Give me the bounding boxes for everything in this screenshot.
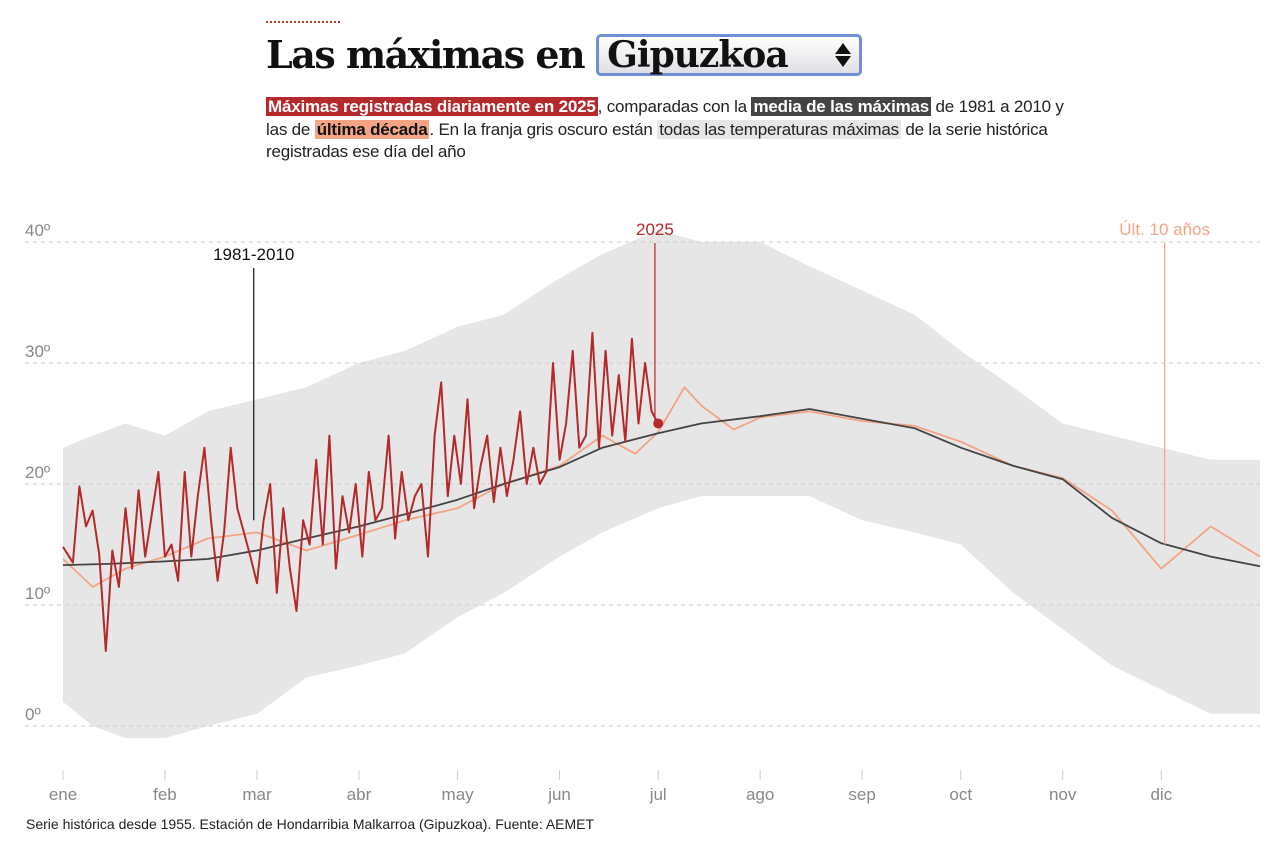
x-tick-label: mar bbox=[242, 785, 272, 804]
x-tick-label: sep bbox=[848, 785, 875, 804]
annotation-label: Últ. 10 años bbox=[1119, 220, 1210, 239]
y-tick-label: 10º bbox=[25, 584, 50, 603]
legend-band-highlight: todas las temperaturas máximas bbox=[657, 119, 901, 139]
y-tick-label: 20º bbox=[25, 463, 50, 482]
page-title: Las máximas en bbox=[266, 32, 586, 77]
decorative-rule bbox=[266, 21, 340, 26]
x-tick-label: may bbox=[442, 785, 475, 804]
description-text: , comparadas con la bbox=[597, 97, 752, 116]
province-select-value: Gipuzkoa bbox=[607, 33, 788, 76]
series-line-current_year bbox=[62, 331, 660, 652]
y-tick-label: 30º bbox=[25, 342, 50, 361]
x-tick-label: nov bbox=[1049, 785, 1077, 804]
series-line-average bbox=[62, 408, 1261, 568]
x-tick-label: jul bbox=[649, 785, 667, 804]
select-arrows-icon bbox=[835, 42, 852, 67]
x-tick-label: jun bbox=[547, 785, 571, 804]
current-year-end-dot bbox=[653, 418, 664, 429]
annotation-label: 2025 bbox=[636, 220, 674, 239]
x-tick-label: oct bbox=[949, 785, 972, 804]
source-note: Serie histórica desde 1955. Estación de … bbox=[26, 816, 595, 832]
annotation-label: 1981-2010 bbox=[213, 245, 294, 264]
legend-2025-highlight: Máximas registradas diariamente en 2025 bbox=[266, 97, 598, 116]
description-text: de la serie histórica registradas ese dí… bbox=[266, 119, 1048, 162]
x-tick-label: dic bbox=[1150, 785, 1172, 804]
historic-range-band bbox=[63, 229, 1260, 739]
title-row: Las máximas en Gipuzkoa bbox=[266, 32, 863, 77]
description-text: . En la franja gris oscuro están bbox=[429, 119, 658, 139]
y-tick-label: 40º bbox=[25, 221, 50, 240]
y-tick-label: 0º bbox=[25, 705, 41, 724]
temperature-chart: 0º 10º 20º 30º 40º ene feb mar abr may jun jul ago se… bbox=[25, 220, 1261, 804]
x-tick-label: feb bbox=[153, 785, 177, 804]
province-select[interactable]: Gipuzkoa bbox=[596, 33, 863, 76]
chart-description: Máximas registradas diariamente en 2025,… bbox=[266, 96, 1076, 164]
x-tick-label: ene bbox=[49, 785, 77, 804]
description-text: de 1981 a 2010 y las de bbox=[266, 97, 1064, 139]
x-tick-label: ago bbox=[746, 785, 774, 804]
legend-decade-highlight: última década bbox=[314, 119, 430, 139]
x-tick-label: abr bbox=[347, 785, 372, 804]
legend-average-highlight: media de las máximas bbox=[751, 97, 932, 116]
